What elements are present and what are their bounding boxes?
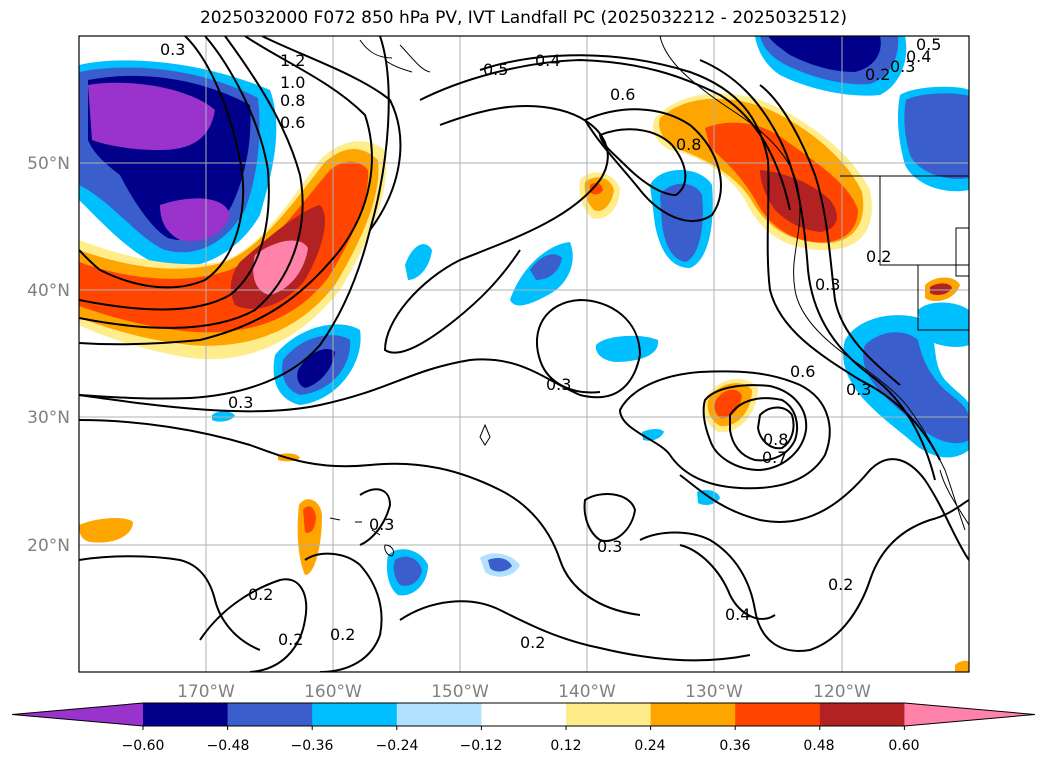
pv-shading (79, 36, 969, 672)
lat-label: 50°N (27, 154, 70, 174)
contour-label: 0.2 (278, 630, 303, 649)
contour-label: 0.4 (725, 605, 750, 624)
lon-label: 120°W (813, 682, 871, 702)
lat-label: 40°N (27, 281, 70, 301)
lon-label: 170°W (177, 682, 235, 702)
colorbar-tick-label: 0.24 (634, 738, 665, 754)
lat-labels: 50°N 40°N 30°N 20°N (27, 154, 70, 556)
coastlines (329, 36, 969, 557)
contour-label: 0.5 (916, 35, 941, 54)
colorbar-tick-label: −0.12 (460, 738, 503, 754)
lon-labels: 170°W 160°W 150°W 140°W 130°W 120°W (177, 682, 871, 702)
contour-label: 0.3 (228, 393, 253, 412)
colorbar-segment (143, 703, 229, 726)
contour-label: 0.2 (330, 625, 355, 644)
colorbar-segment (735, 703, 821, 726)
contour-label: 0.6 (280, 113, 305, 132)
contour-label: 0.4 (906, 47, 931, 66)
contour-label: 0.6 (790, 362, 815, 381)
colorbar-extend-min (12, 703, 143, 726)
map-frame (78, 35, 970, 673)
contour-label: 0.5 (483, 60, 508, 79)
contour-label: 0.8 (676, 135, 701, 154)
contour-label: 0.8 (763, 430, 788, 449)
colorbar-tick-label: −0.24 (376, 738, 419, 754)
colorbar-segment (227, 703, 313, 726)
colorbar-segment (566, 703, 652, 726)
colorbar-tick-label: 0.12 (550, 738, 581, 754)
contour-label: 0.2 (865, 65, 890, 84)
contour-label: 0.7 (762, 448, 787, 467)
contour-label: 1.0 (280, 73, 305, 92)
contour-label: 0.3 (890, 57, 915, 76)
lon-label: 140°W (558, 682, 616, 702)
contour-label: 0.3 (369, 515, 394, 534)
contour-lines (79, 36, 969, 672)
colorbar-tick-label: 0.36 (719, 738, 750, 754)
contour-label: 0.2 (520, 633, 545, 652)
colorbar-segment (650, 703, 736, 726)
contour-label: 0.2 (866, 247, 891, 266)
colorbar-tick-label: −0.60 (122, 738, 165, 754)
lon-label: 130°W (685, 682, 743, 702)
colorbar-tick-label: 0.60 (888, 738, 919, 754)
lat-label: 20°N (27, 536, 70, 556)
contour-label: 0.6 (610, 85, 635, 104)
lon-label: 160°W (304, 682, 362, 702)
colorbar-extend-max (904, 703, 1035, 726)
graticule (79, 36, 969, 672)
colorbar-segment (312, 703, 398, 726)
colorbar-segment (396, 703, 482, 726)
colorbar-tick-label: −0.48 (207, 738, 250, 754)
contour-label: 0.3 (846, 380, 871, 399)
contour-label: 1.2 (280, 51, 305, 70)
lon-label: 150°W (431, 682, 489, 702)
contour-label: 0.3 (546, 375, 571, 394)
colorbar-tick-label: 0.48 (803, 738, 834, 754)
contour-label: 0.2 (828, 575, 853, 594)
colorbar-segment (481, 703, 567, 726)
contour-label: 0.4 (535, 51, 560, 70)
colorbar-tick-label: −0.36 (291, 738, 334, 754)
contour-label: 0.3 (597, 537, 622, 556)
contour-label: 0.2 (248, 585, 273, 604)
colorbar-ticks: −0.60 −0.48 −0.36 −0.24 −0.12 0.12 0.24 … (122, 738, 920, 754)
plot-title: 2025032000 F072 850 hPa PV, IVT Landfall… (199, 8, 847, 28)
contour-label: 0.8 (280, 91, 305, 110)
contour-label: 0.3 (815, 275, 840, 294)
lat-label: 30°N (27, 408, 70, 428)
contour-label: 0.3 (160, 40, 185, 59)
colorbar (11, 702, 1036, 730)
contour-label-group: 1.2 1.0 0.8 0.6 0.3 0.5 0.4 0.6 0.8 0.5 … (160, 35, 941, 652)
colorbar-segment (819, 703, 905, 726)
